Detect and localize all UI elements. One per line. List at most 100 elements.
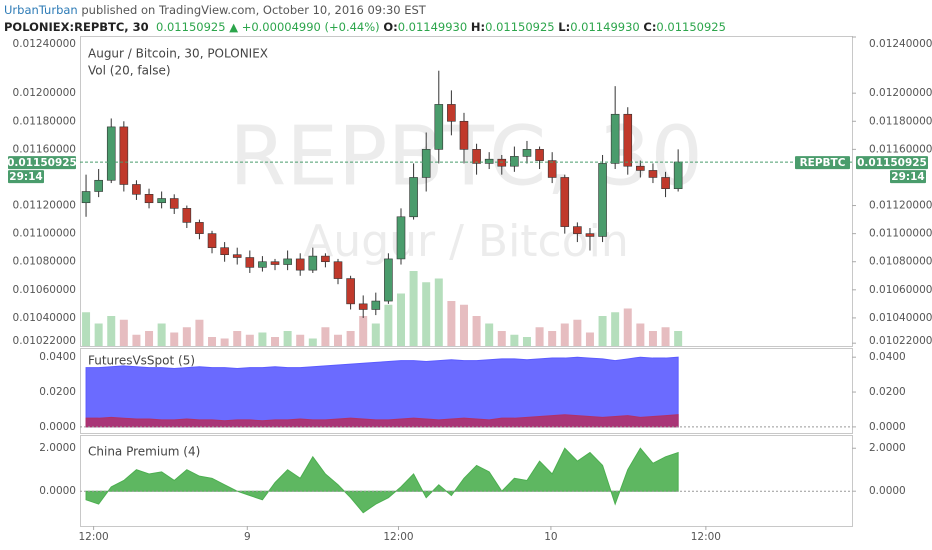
volume-bar [359, 316, 368, 346]
volume-bar [560, 323, 569, 346]
candle-body [81, 191, 91, 204]
volume-bar [182, 327, 191, 346]
price: 0.01150925 [156, 20, 226, 34]
y-tick-label: 0.0400 [39, 351, 76, 363]
futures-legend: FuturesVsSpot (5) [88, 354, 195, 368]
volume-bar [132, 334, 141, 346]
ohlc-label: H: [470, 20, 486, 34]
candle-body [573, 226, 582, 234]
candle-body [132, 184, 141, 195]
volume-bar [308, 338, 317, 346]
volume-bar [636, 323, 645, 346]
watermark-subtitle: Augur / Bitcoin [303, 216, 629, 267]
candle-body [119, 126, 129, 185]
y-tick-label: 0.01060000 [13, 284, 76, 296]
volume-bar [283, 331, 292, 346]
volume-bar [321, 327, 330, 346]
volume-bar [573, 319, 582, 346]
candle-body [497, 158, 507, 167]
y-tick-label: 0.01160000 [869, 143, 932, 155]
y-tick-label: 0.01100000 [13, 228, 76, 240]
candle-body [346, 278, 355, 305]
candle-body [598, 163, 607, 237]
y-tick-label: 0.01040000 [13, 312, 76, 324]
candle-body [207, 233, 217, 248]
y-tick-label: 0.01120000 [869, 200, 932, 212]
ohlc-value: 0.01149930 [397, 20, 468, 34]
x-tick-label: 10 [544, 531, 557, 543]
volume-bar [271, 337, 280, 346]
y-tick-label: 0.01022000 [869, 335, 932, 347]
y-tick-label: 2.0000 [39, 442, 76, 454]
y-tick-label: 0.0200 [39, 386, 76, 398]
candle-body [308, 255, 318, 271]
volume-bar [195, 319, 204, 346]
volume-bar [258, 332, 267, 346]
candle-body [321, 255, 330, 263]
y-tick-label: 0.0000 [39, 485, 76, 497]
ohlc-label: L: [558, 20, 571, 34]
candle-body [510, 156, 519, 167]
y-tick-label: 0.01100000 [869, 228, 932, 240]
volume-bar [170, 332, 179, 346]
candle-body [472, 149, 481, 164]
volume-bar [107, 316, 116, 346]
candle-body [371, 300, 381, 310]
x-tick-label: 12:00 [691, 531, 721, 543]
y-tick-label: 0.01040000 [869, 312, 932, 324]
area [85, 414, 679, 428]
volume-bar [611, 312, 620, 346]
candle-body [547, 160, 557, 178]
volume-bar [157, 323, 166, 346]
area [85, 356, 679, 428]
ohlc-label: O: [383, 20, 398, 34]
volume-bar [409, 271, 418, 346]
candle-body [484, 158, 494, 164]
volume-bar [346, 331, 355, 346]
last-price-tag-box [8, 156, 76, 170]
ohlc: O:0.01149930 H:0.01150925 L:0.01149930 C… [383, 20, 726, 34]
candle-body [333, 261, 343, 279]
countdown-tag-box [890, 170, 926, 184]
candle-body [585, 233, 595, 237]
x-tick-label: 12:00 [78, 531, 108, 543]
candle-body [610, 113, 620, 164]
candle-body [182, 208, 192, 223]
candle-body [421, 149, 431, 178]
candle-body [522, 149, 532, 157]
volume-bar [422, 282, 431, 346]
volume-bar [119, 319, 128, 346]
candle-body [258, 261, 267, 268]
volume-bar [82, 312, 91, 346]
candle-body [169, 198, 179, 209]
main-pane-border [80, 36, 853, 347]
y-tick-label: 0.01080000 [13, 256, 76, 268]
symbol-tag: REPBTC [800, 157, 846, 169]
y-tick-label: 0.01160000 [13, 143, 76, 155]
volume-bar [535, 327, 544, 346]
countdown-tag-box [8, 170, 44, 184]
candle-body [648, 170, 658, 178]
premium-pane-border [80, 435, 853, 527]
candle-body [232, 254, 242, 258]
volume-bar [145, 331, 154, 346]
y-tick-label: 0.0000 [39, 421, 76, 433]
symbol: POLONIEX:REPBTC, 30 [4, 20, 149, 34]
ohlc-label: C: [643, 20, 657, 34]
candle-body [384, 258, 393, 302]
candle-body [459, 120, 469, 150]
y-tick-label: 0.01022000 [13, 335, 76, 347]
volume-bar [674, 331, 683, 346]
volume-bar [334, 334, 343, 346]
volume-bar [296, 334, 305, 346]
up-arrow: ▲ [229, 20, 239, 34]
volume-bar [396, 293, 405, 346]
candle-body [283, 258, 292, 265]
volume-bar [447, 301, 456, 346]
candle-body [295, 258, 305, 271]
x-tick-label: 12:00 [383, 531, 413, 543]
candle-body [270, 261, 280, 265]
y-tick-label: 0.0000 [869, 421, 906, 433]
